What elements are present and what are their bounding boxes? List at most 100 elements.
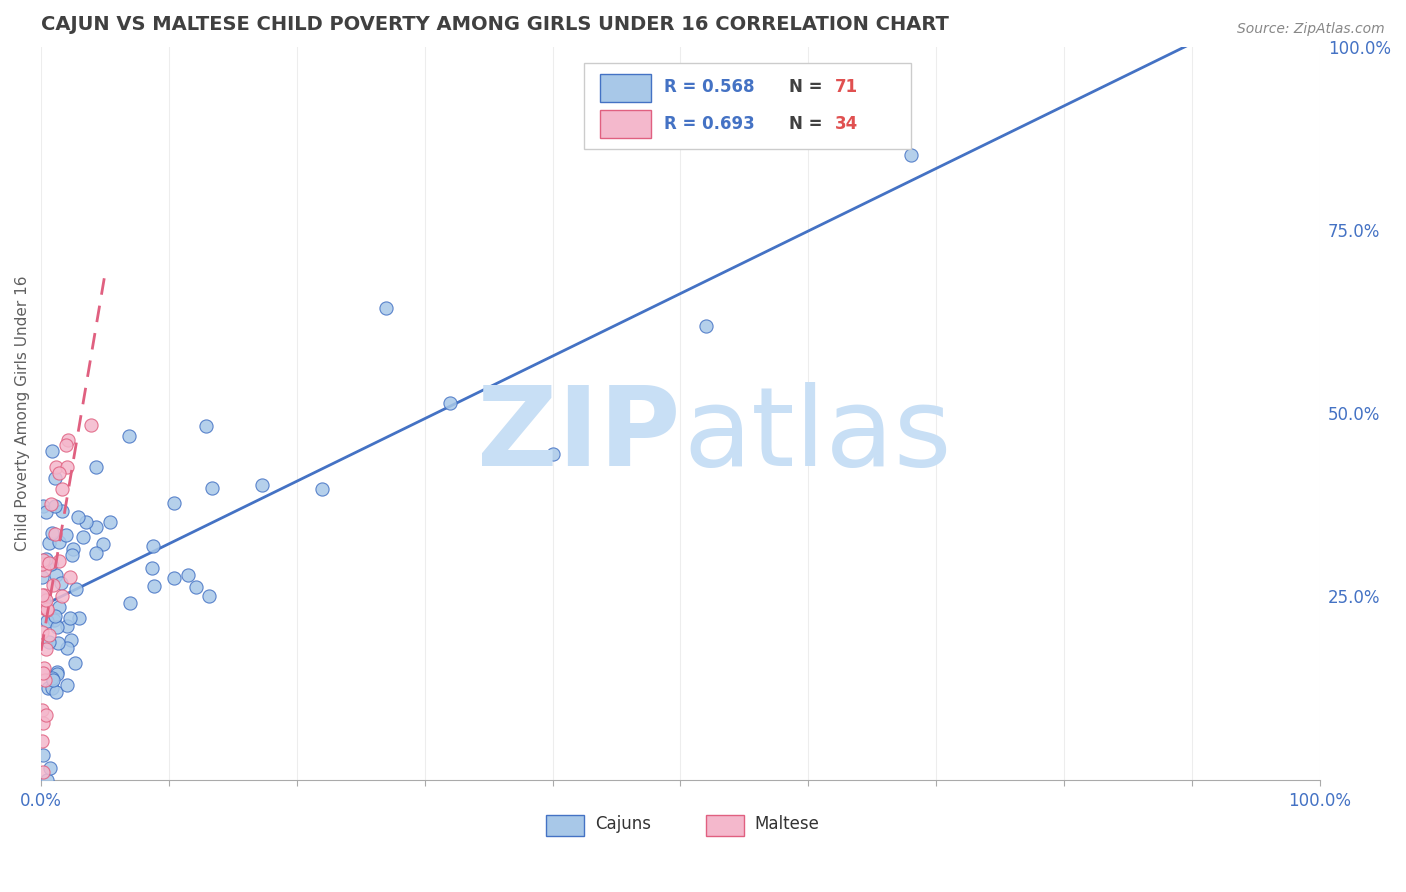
Point [195,418,218,433]
Text: 71: 71 [835,78,858,96]
Point [44,471,66,485]
Point [695,319,717,334]
Point [163,496,186,510]
Point [86,519,108,533]
Point [38,761,60,775]
Text: Maltese: Maltese [755,815,820,833]
Point [80,417,103,432]
Point [62,542,84,557]
Point [98,515,121,529]
Point [55,618,77,632]
Point [44,499,66,513]
Point [32,553,55,567]
FancyBboxPatch shape [600,74,651,102]
Point [31,600,53,615]
Point [198,589,221,603]
Point [900,147,922,161]
Point [41,526,63,541]
Point [56,640,79,655]
Y-axis label: Child Poverty Among Girls Under 16: Child Poverty Among Girls Under 16 [15,276,30,551]
Point [35,593,58,607]
Point [91,537,114,551]
Point [39,497,62,511]
Point [41,578,63,592]
Point [38,635,60,649]
Point [44,613,66,627]
Point [51,482,73,496]
Point [37,681,59,696]
Point [34,597,56,611]
Point [84,460,107,475]
Point [541,447,564,461]
Point [31,570,53,584]
Point [32,715,55,730]
Point [31,589,53,603]
Text: CAJUN VS MALTESE CHILD POVERTY AMONG GIRLS UNDER 16 CORRELATION CHART: CAJUN VS MALTESE CHILD POVERTY AMONG GIR… [41,15,949,34]
Point [45,568,67,582]
Point [72,530,94,544]
Point [34,587,56,601]
Text: Cajuns: Cajuns [595,815,651,833]
Text: N =: N = [789,78,828,96]
Point [55,437,77,451]
Point [34,563,56,577]
Point [45,459,67,474]
Text: N =: N = [789,114,828,133]
Point [65,582,87,596]
Point [55,460,77,475]
Point [250,478,273,492]
Point [142,579,165,593]
Text: Source: ZipAtlas.com: Source: ZipAtlas.com [1237,22,1385,37]
Point [37,603,59,617]
Point [48,554,70,568]
Point [46,665,69,680]
Point [35,772,58,787]
Point [31,734,53,748]
Point [34,642,56,657]
Point [49,576,72,591]
Point [45,684,67,698]
Point [37,614,59,628]
Point [44,608,66,623]
Point [55,527,77,541]
Point [34,552,56,566]
Point [32,499,55,513]
Point [51,504,73,518]
Point [34,707,56,722]
Point [75,515,97,529]
Text: R = 0.693: R = 0.693 [664,114,755,133]
Point [31,625,53,640]
Point [31,558,53,572]
Point [60,548,83,562]
Point [35,601,58,615]
Point [67,611,90,625]
Point [163,571,186,585]
Point [201,481,224,495]
Point [56,434,79,448]
Point [38,536,60,550]
Point [46,667,69,681]
Point [63,656,86,670]
FancyBboxPatch shape [546,815,585,836]
Point [39,558,62,572]
Point [44,526,66,541]
Point [48,600,70,615]
Text: 34: 34 [835,114,858,133]
Point [142,539,165,553]
Point [41,444,63,458]
Point [48,467,70,481]
Point [51,589,73,603]
FancyBboxPatch shape [600,111,651,138]
Point [41,681,63,696]
Point [84,546,107,560]
Point [66,510,89,524]
Point [48,535,70,549]
Text: atlas: atlas [683,382,952,489]
Point [45,620,67,634]
Point [56,678,79,692]
Point [177,567,200,582]
Text: R = 0.568: R = 0.568 [664,78,754,96]
Point [35,506,58,520]
Point [38,628,60,642]
Point [34,673,56,687]
